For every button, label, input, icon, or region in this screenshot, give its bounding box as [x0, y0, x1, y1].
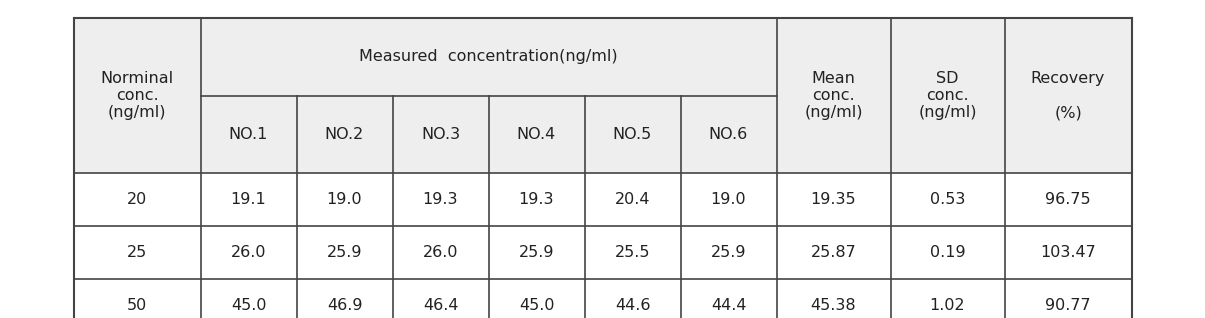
Text: Recovery

(%): Recovery (%)	[1030, 71, 1105, 121]
Text: 44.6: 44.6	[615, 298, 651, 313]
Text: 44.4: 44.4	[711, 298, 746, 313]
Text: NO.2: NO.2	[325, 127, 364, 142]
Text: 96.75: 96.75	[1045, 192, 1091, 207]
Text: 25.9: 25.9	[518, 245, 554, 260]
Text: Measured  concentration(ng/ml): Measured concentration(ng/ml)	[359, 50, 618, 65]
Text: 90.77: 90.77	[1045, 298, 1091, 313]
Text: 19.3: 19.3	[518, 192, 554, 207]
Text: NO.4: NO.4	[517, 127, 557, 142]
Text: 19.0: 19.0	[711, 192, 746, 207]
Text: 20.4: 20.4	[615, 192, 651, 207]
Text: 25: 25	[127, 245, 147, 260]
Text: NO.3: NO.3	[421, 127, 460, 142]
Bar	[74, 18, 1131, 173]
Text: Mean
conc.
(ng/ml): Mean conc. (ng/ml)	[804, 71, 863, 121]
Text: 25.5: 25.5	[615, 245, 651, 260]
Text: 19.1: 19.1	[230, 192, 266, 207]
Text: NO.5: NO.5	[613, 127, 652, 142]
Text: 26.0: 26.0	[423, 245, 458, 260]
Text: NO.1: NO.1	[229, 127, 269, 142]
Text: 25.9: 25.9	[711, 245, 746, 260]
Text: 45.0: 45.0	[518, 298, 554, 313]
Text: 25.87: 25.87	[811, 245, 857, 260]
Text: 20: 20	[127, 192, 147, 207]
Text: 1.02: 1.02	[930, 298, 965, 313]
Text: 50: 50	[127, 298, 147, 313]
Text: 103.47: 103.47	[1040, 245, 1095, 260]
Text: Norminal
conc.
(ng/ml): Norminal conc. (ng/ml)	[100, 71, 174, 121]
Text: 19.35: 19.35	[811, 192, 857, 207]
Text: 45.38: 45.38	[811, 298, 857, 313]
Text: 45.0: 45.0	[230, 298, 266, 313]
Text: NO.6: NO.6	[709, 127, 748, 142]
Text: 0.53: 0.53	[930, 192, 965, 207]
Text: 26.0: 26.0	[230, 245, 266, 260]
Text: SD
conc.
(ng/ml): SD conc. (ng/ml)	[918, 71, 977, 121]
Text: 0.19: 0.19	[930, 245, 965, 260]
Text: 46.9: 46.9	[327, 298, 363, 313]
Text: 46.4: 46.4	[423, 298, 458, 313]
Text: 25.9: 25.9	[327, 245, 363, 260]
Text: 19.0: 19.0	[327, 192, 363, 207]
Text: 19.3: 19.3	[423, 192, 458, 207]
